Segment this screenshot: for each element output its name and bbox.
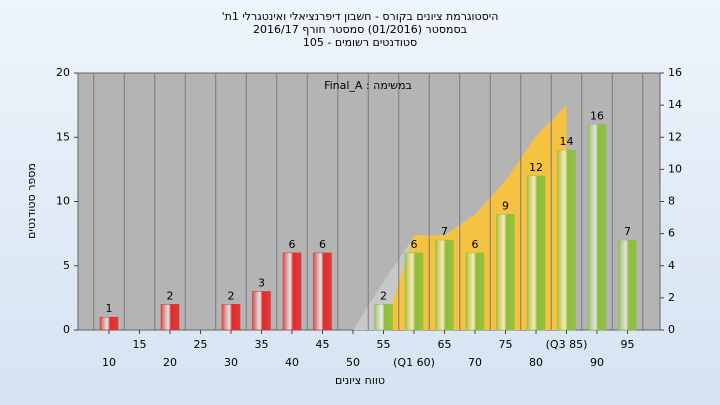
bar (313, 252, 332, 331)
y2-tick-label: 2 (668, 291, 675, 304)
data-label: 6 (319, 238, 326, 251)
y-tick-label: 10 (56, 195, 70, 208)
data-label: 6 (411, 238, 418, 251)
y2-tick-label: 10 (668, 162, 682, 175)
chart-subtitle: בסמסטר (01/2016) סמסטר חורף 2016/17 (253, 23, 467, 36)
data-label: 6 (289, 238, 296, 251)
x-tick-label: 55 (377, 338, 391, 351)
y2-tick-label: 6 (668, 227, 675, 240)
bar (526, 175, 546, 331)
x-tick-label: (Q3 85) (546, 338, 588, 351)
y2-tick-label: 14 (668, 98, 682, 111)
data-label: 2 (228, 289, 235, 302)
x-tick-label: 40 (285, 356, 299, 369)
data-label: 1 (106, 302, 113, 315)
x-tick-label: 10 (102, 356, 116, 369)
y-tick-label: 5 (63, 259, 70, 272)
x-tick-label: 70 (468, 356, 482, 369)
y2-tick-label: 4 (668, 259, 675, 272)
data-label: 3 (258, 276, 265, 289)
x-tick-label: 15 (133, 338, 147, 351)
bar (404, 252, 424, 331)
x-tick-label: (Q1 60) (393, 356, 435, 369)
bar (587, 124, 607, 331)
x-tick-label: 65 (438, 338, 452, 351)
bar (496, 214, 515, 331)
x-tick-label: 95 (621, 338, 635, 351)
data-label: 14 (560, 135, 574, 148)
data-label: 2 (380, 289, 387, 302)
data-label: 7 (441, 225, 448, 238)
y-axis-label: מספר סטודנטים (25, 163, 38, 239)
annotation: Final_A : במשימה (324, 79, 412, 92)
bar (282, 252, 302, 331)
bar (160, 304, 180, 331)
y-tick-label: 15 (56, 130, 70, 143)
x-axis-label: טווח ציונים (335, 374, 385, 387)
bar (252, 291, 271, 331)
y-tick-label: 20 (56, 66, 70, 79)
chart-title: 'היסטוגרמת ציונים בקורס - חשבון דיפרנציא… (222, 10, 499, 23)
x-tick-label: 35 (255, 338, 269, 351)
bar (465, 252, 485, 331)
data-label: 2 (167, 289, 174, 302)
chart-subtitle: סטודנטים רשומים - 105 (303, 36, 417, 49)
y2-tick-label: 8 (668, 195, 675, 208)
x-tick-label: 50 (346, 356, 360, 369)
y2-tick-label: 0 (668, 323, 675, 336)
y2-tick-label: 16 (668, 66, 682, 79)
x-tick-label: 80 (529, 356, 543, 369)
bar (435, 239, 454, 331)
bar (618, 239, 637, 331)
x-tick-label: 25 (194, 338, 208, 351)
bar (557, 149, 576, 331)
data-label: 9 (502, 199, 509, 212)
x-tick-label: 90 (590, 356, 604, 369)
y-tick-label: 0 (63, 323, 70, 336)
bar (99, 316, 119, 331)
data-label: 12 (529, 161, 543, 174)
data-label: 7 (624, 225, 631, 238)
bar (221, 304, 241, 331)
bar (374, 304, 393, 331)
y2-tick-label: 12 (668, 130, 682, 143)
data-label: 6 (472, 238, 479, 251)
x-tick-label: 75 (499, 338, 513, 351)
x-tick-label: 45 (316, 338, 330, 351)
x-tick-label: 30 (224, 356, 238, 369)
x-tick-label: 20 (163, 356, 177, 369)
data-label: 16 (590, 109, 604, 122)
